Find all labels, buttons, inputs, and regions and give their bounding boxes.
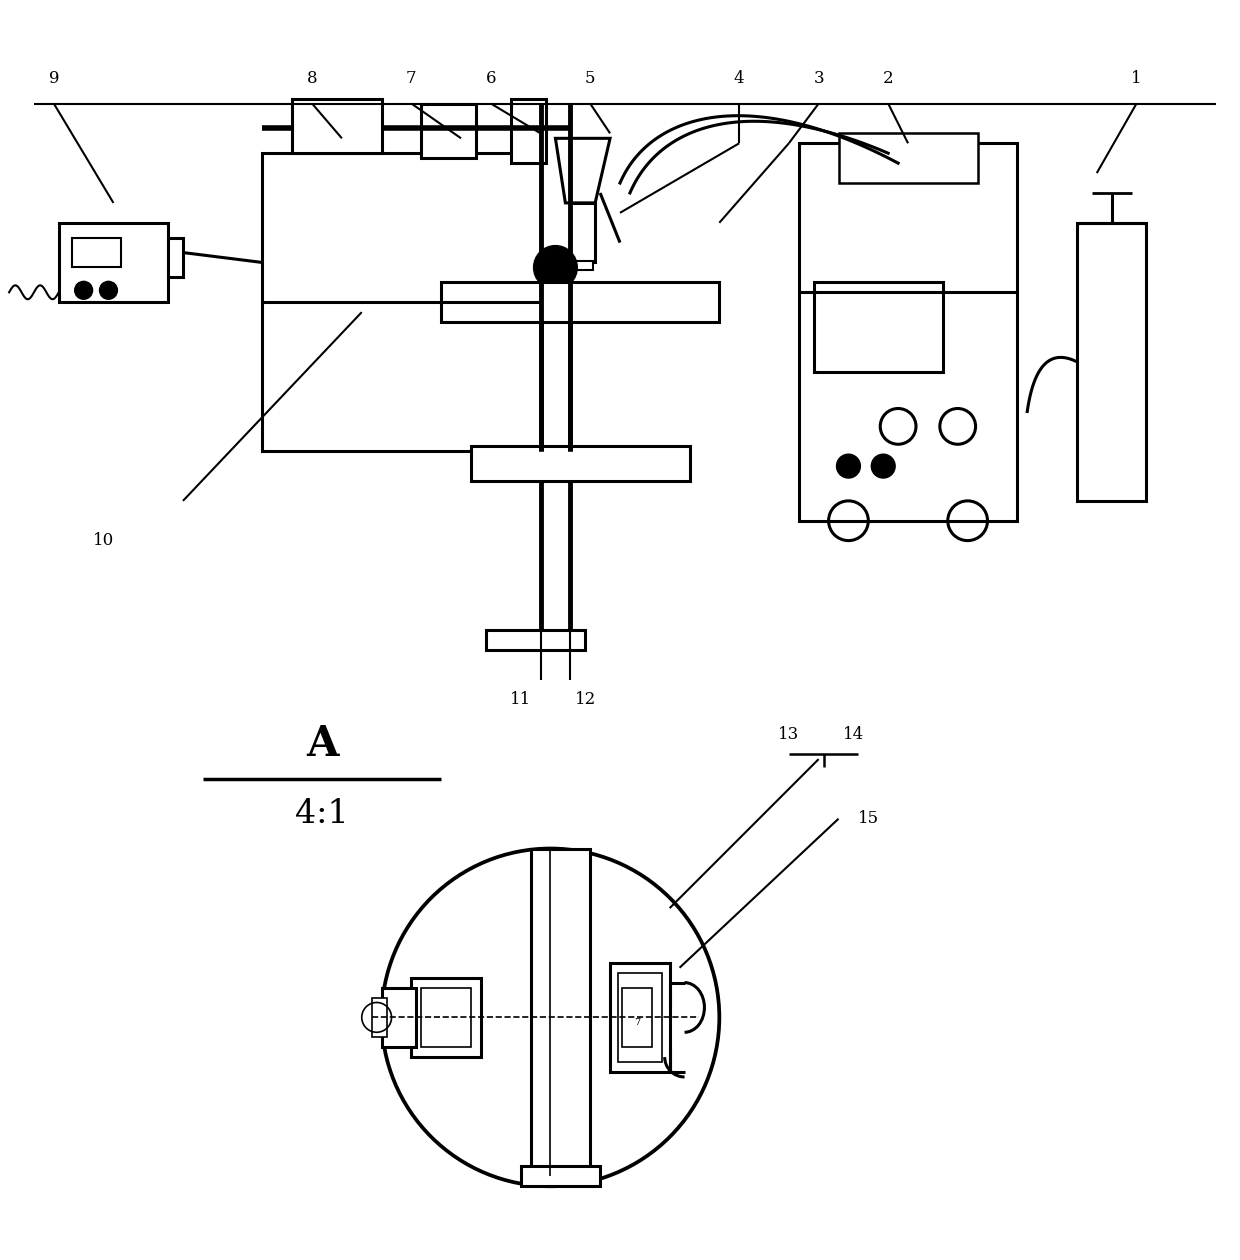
Text: 8: 8 xyxy=(306,71,317,87)
Bar xyxy=(169,238,184,277)
Circle shape xyxy=(872,454,895,478)
Circle shape xyxy=(533,246,578,290)
Text: 1: 1 xyxy=(1131,71,1142,87)
Bar xyxy=(293,98,382,154)
Text: 5: 5 xyxy=(585,71,595,87)
Bar xyxy=(441,282,719,323)
Bar xyxy=(58,223,169,302)
Bar xyxy=(799,144,1017,520)
Bar xyxy=(382,988,417,1047)
Text: 11: 11 xyxy=(510,690,531,708)
Text: 7: 7 xyxy=(405,71,417,87)
Bar xyxy=(622,988,652,1047)
Bar xyxy=(486,630,585,650)
Bar xyxy=(610,963,670,1072)
Text: 7: 7 xyxy=(634,1018,640,1027)
Text: 4: 4 xyxy=(734,71,744,87)
Text: 15: 15 xyxy=(858,810,879,828)
Bar xyxy=(838,134,977,183)
Text: 4:1: 4:1 xyxy=(295,798,348,830)
Bar xyxy=(471,446,689,481)
Circle shape xyxy=(99,281,118,299)
Text: 13: 13 xyxy=(779,726,800,743)
Circle shape xyxy=(837,454,861,478)
Text: 14: 14 xyxy=(843,726,864,743)
Bar xyxy=(422,103,476,159)
Circle shape xyxy=(74,281,93,299)
Bar xyxy=(511,98,546,163)
Polygon shape xyxy=(556,139,610,203)
Bar xyxy=(412,978,481,1057)
Text: 2: 2 xyxy=(883,71,894,87)
Text: A: A xyxy=(552,263,559,272)
Bar xyxy=(72,238,122,267)
Text: 3: 3 xyxy=(813,71,823,87)
Bar xyxy=(1076,223,1147,501)
Text: 12: 12 xyxy=(574,690,596,708)
Bar xyxy=(570,203,595,262)
Bar xyxy=(813,282,942,372)
Text: 9: 9 xyxy=(48,71,60,87)
Bar xyxy=(372,998,387,1037)
Bar xyxy=(573,261,593,271)
Text: 6: 6 xyxy=(486,71,496,87)
Bar xyxy=(263,154,541,451)
Text: 10: 10 xyxy=(93,532,114,549)
Bar xyxy=(618,973,662,1062)
Text: A: A xyxy=(306,723,339,765)
Bar xyxy=(422,988,471,1047)
Bar xyxy=(531,848,590,1177)
Bar xyxy=(521,1167,600,1186)
